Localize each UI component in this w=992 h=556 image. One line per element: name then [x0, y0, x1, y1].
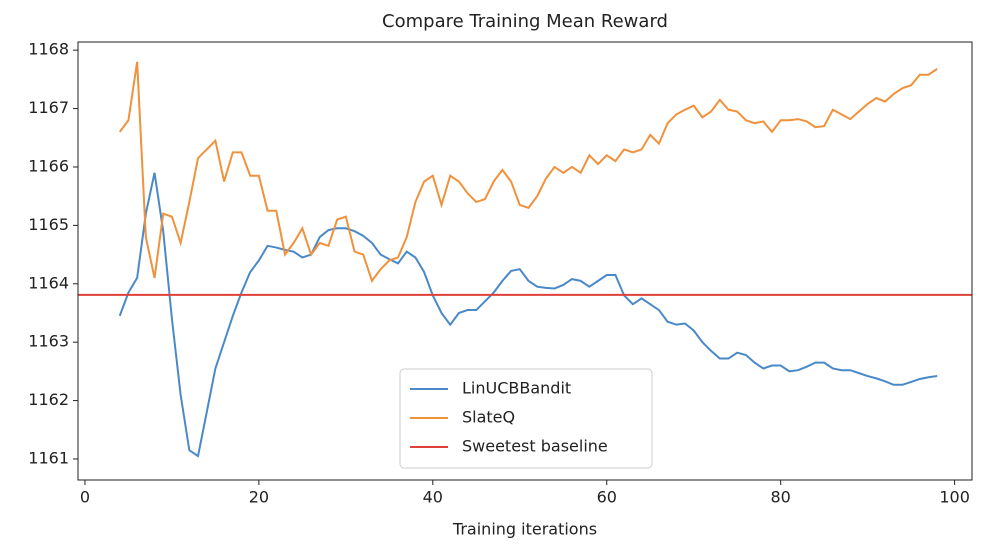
y-tick-label: 1163 — [28, 332, 69, 351]
x-tick-label: 80 — [770, 488, 790, 507]
plot-frame — [77, 41, 973, 481]
chart-title: Compare Training Mean Reward — [382, 11, 668, 32]
x-axis-label: Training iterations — [452, 520, 597, 539]
y-tick-label: 1166 — [28, 156, 69, 175]
legend-label: LinUCBBandit — [462, 379, 571, 398]
legend-box — [399, 368, 653, 469]
y-tick-label: 1167 — [28, 98, 69, 117]
legend-label: SlateQ — [462, 408, 515, 427]
line-series — [118, 61, 938, 283]
line-series — [118, 172, 938, 458]
x-tick-label: 60 — [597, 488, 617, 507]
y-tick-label: 1165 — [28, 215, 69, 234]
y-tick-label: 1162 — [28, 390, 69, 409]
x-tick-label: 20 — [249, 488, 269, 507]
y-tick-label: 1161 — [28, 448, 69, 467]
legend-label: Sweetest baseline — [462, 437, 608, 456]
x-tick-label: 40 — [423, 488, 443, 507]
x-tick-label: 0 — [80, 488, 90, 507]
y-tick-label: 1164 — [28, 273, 69, 292]
y-tick-label: 1168 — [28, 40, 69, 59]
x-tick-label: 100 — [939, 488, 970, 507]
